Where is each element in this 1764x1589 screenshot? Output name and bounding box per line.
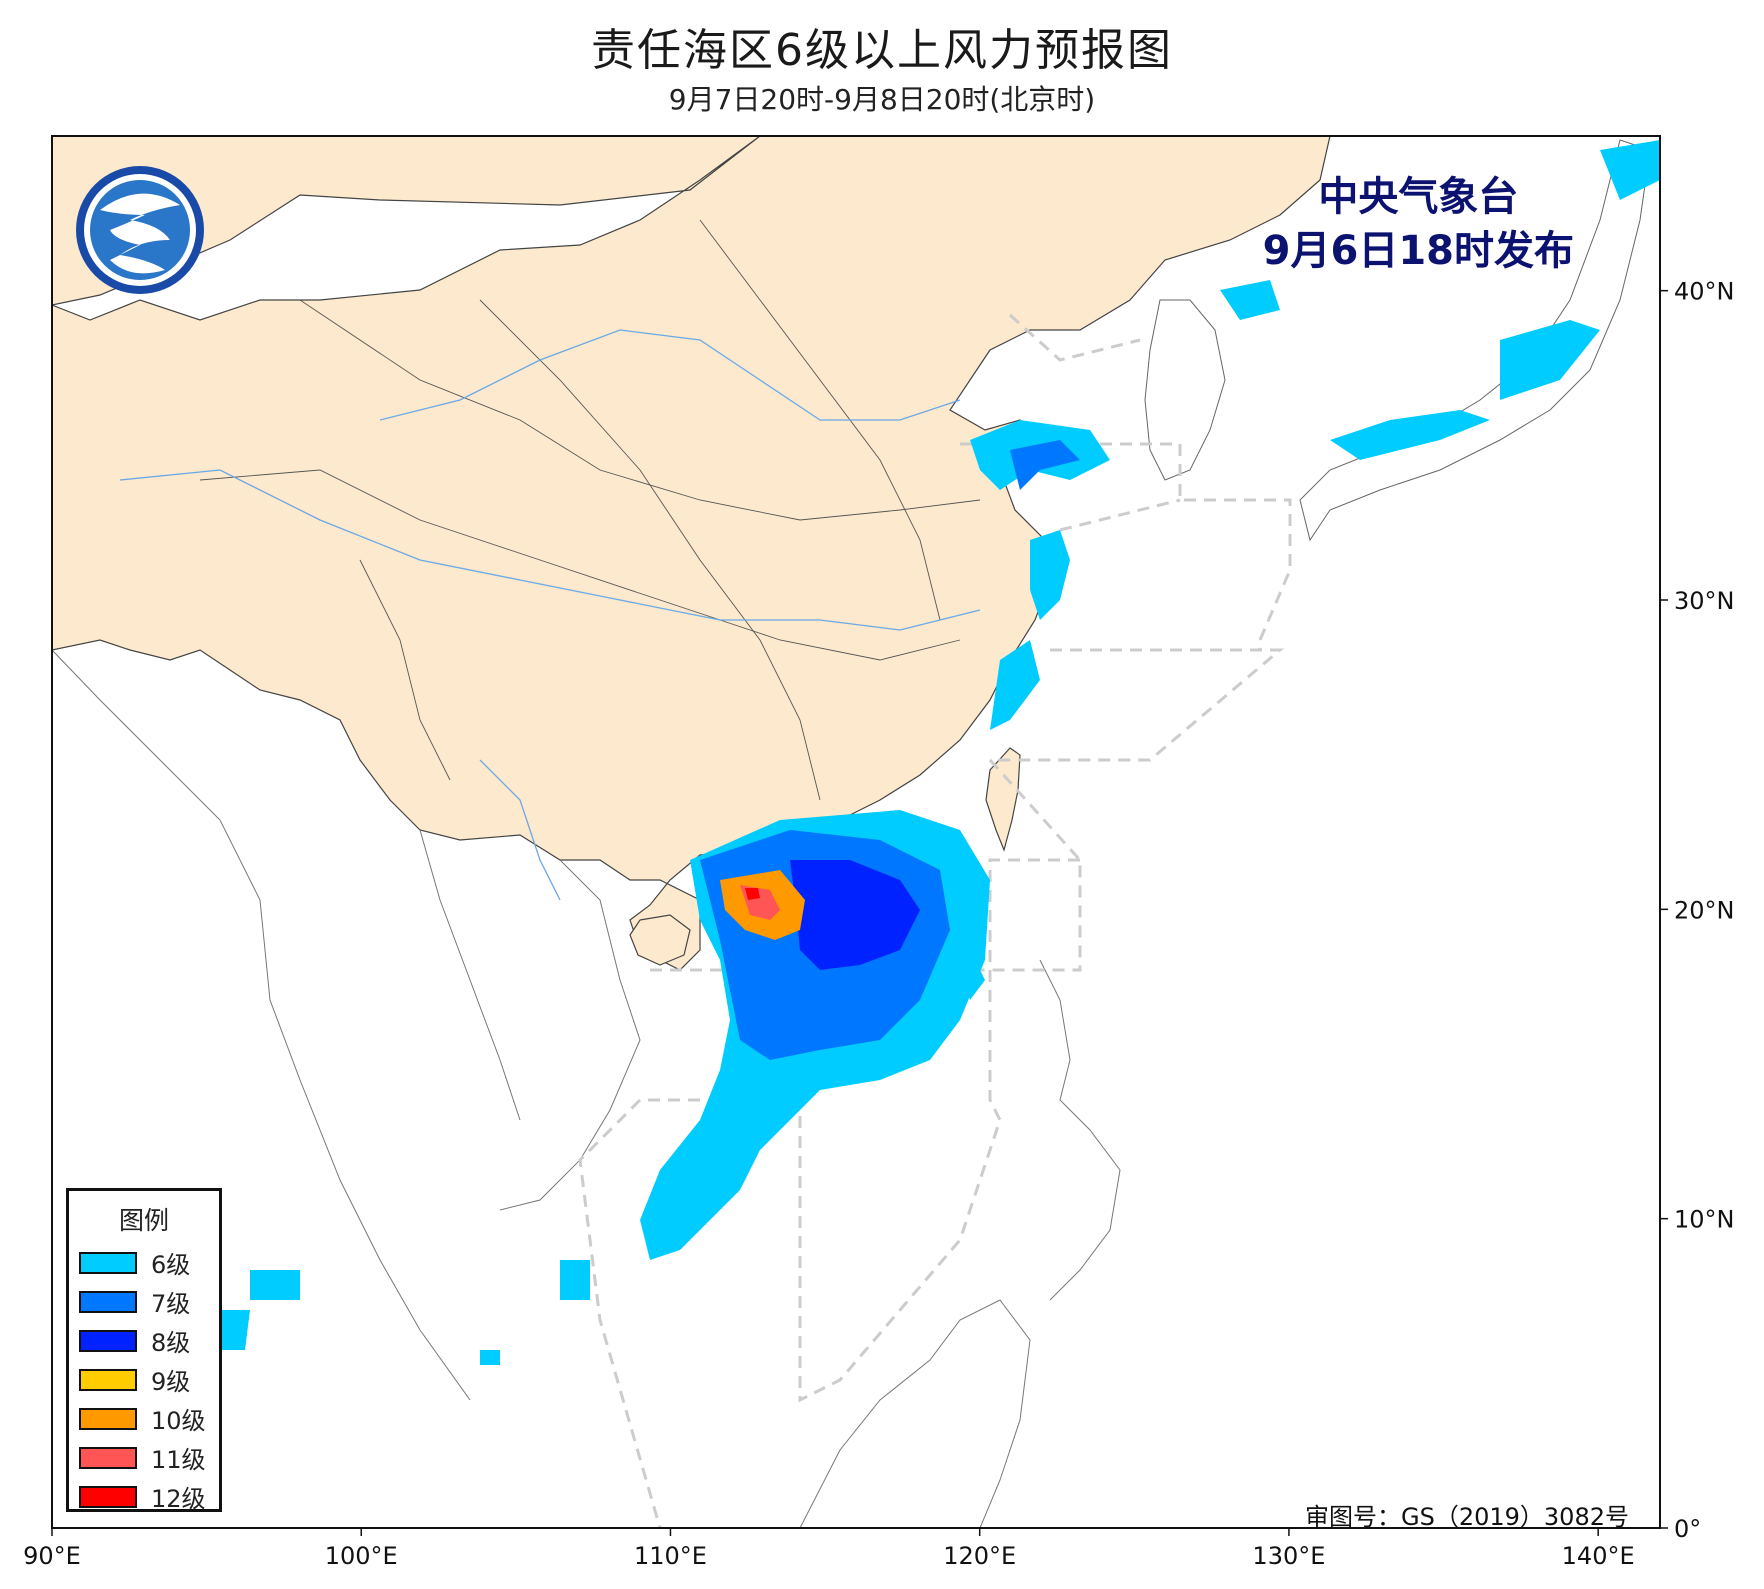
x-axis-ticks: 90°E 100°E 110°E 120°E 130°E 140°E	[23, 1528, 1635, 1570]
map-subtitle: 9月7日20时-9月8日20时(北京时)	[668, 83, 1096, 116]
legend-item: 11级	[69, 1438, 219, 1477]
taiwan-land	[985, 747, 1021, 852]
legend-swatch	[79, 1290, 137, 1313]
y-tick-label: 0°	[1674, 1515, 1701, 1543]
cma-logo-icon	[76, 166, 204, 294]
hainan-land	[629, 914, 691, 966]
legend-label: 12级	[151, 1485, 206, 1513]
y-tick-label: 40°N	[1674, 278, 1735, 306]
legend-item: 12级	[69, 1477, 219, 1516]
legend-item: 8级	[69, 1321, 219, 1360]
y-tick-label: 30°N	[1674, 587, 1735, 615]
publisher-block: 中央气象台 9月6日18时发布	[1263, 170, 1574, 278]
legend-label: 10级	[151, 1407, 206, 1435]
legend-item: 9级	[69, 1360, 219, 1399]
legend-label: 8级	[151, 1329, 191, 1357]
x-tick-label: 130°E	[1252, 1542, 1325, 1570]
y-tick-label: 10°N	[1674, 1206, 1735, 1234]
legend-item: 6级	[69, 1243, 219, 1282]
x-tick-label: 100°E	[325, 1542, 398, 1570]
korea-outline	[1144, 299, 1226, 481]
philippines-outline	[1039, 959, 1121, 1301]
legend-swatch	[79, 1446, 137, 1469]
legend-item: 7级	[69, 1282, 219, 1321]
rivers	[119, 329, 981, 901]
legend-swatch	[79, 1368, 137, 1391]
legend-title: 图例	[118, 1206, 169, 1235]
approval-number: 审图号：GS（2019）3082号	[1305, 1503, 1629, 1531]
issue-time: 9月6日18时发布	[1262, 228, 1574, 274]
indochina-outline	[52, 649, 641, 1401]
x-tick-label: 120°E	[943, 1542, 1016, 1570]
map-title: 责任海区6级以上风力预报图	[591, 25, 1173, 76]
legend-label: 11级	[151, 1446, 206, 1474]
legend-item: 10级	[69, 1399, 219, 1438]
legend-label: 6级	[151, 1251, 191, 1279]
legend-swatch	[79, 1485, 137, 1508]
wind-8-level	[790, 860, 920, 970]
china-land	[52, 136, 1331, 971]
y-axis-ticks: 0° 10°N 20°N 30°N 40°N	[1660, 278, 1735, 1543]
legend-swatch	[79, 1407, 137, 1430]
x-tick-label: 110°E	[634, 1542, 707, 1570]
x-tick-label: 90°E	[23, 1542, 81, 1570]
legend-label: 9级	[151, 1368, 191, 1396]
publisher-name: 中央气象台	[1318, 174, 1519, 220]
legend-swatch	[79, 1251, 137, 1274]
legend-swatch	[79, 1329, 137, 1352]
borneo-outline	[799, 1299, 1031, 1528]
x-tick-label: 140°E	[1562, 1542, 1635, 1570]
y-tick-label: 20°N	[1674, 896, 1735, 924]
legend-label: 7级	[151, 1290, 191, 1318]
legend: 图例 6级 7级 8级 9级 10级 11级 12级	[66, 1188, 222, 1513]
map-frame-border	[51, 135, 1661, 1529]
wind-12-level	[745, 888, 760, 900]
